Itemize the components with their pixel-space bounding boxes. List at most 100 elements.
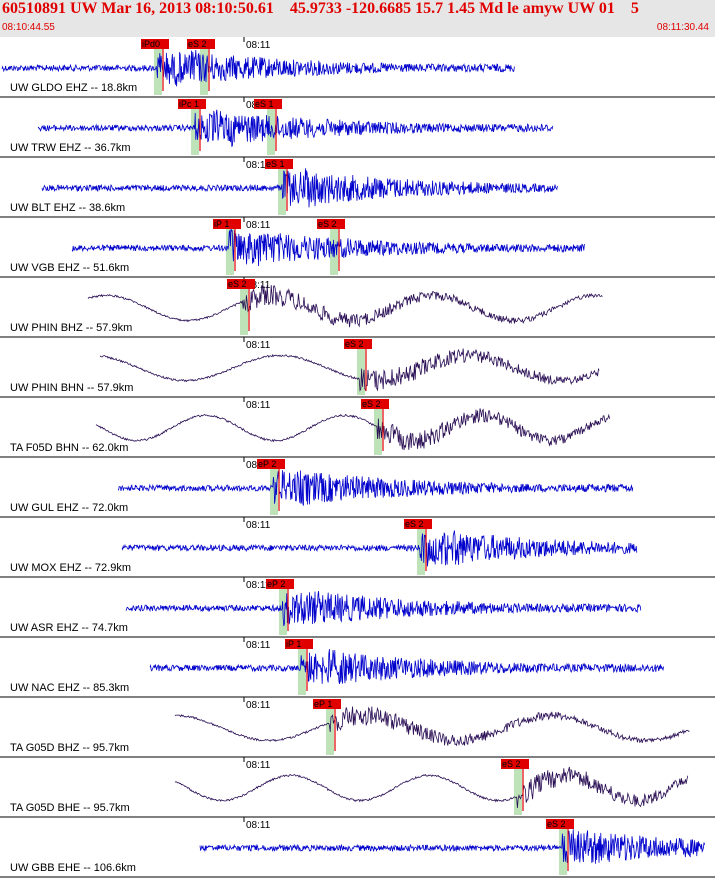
pick-label-box <box>317 219 345 229</box>
phase-pick[interactable]: eP 2 <box>257 459 285 511</box>
station-label: UW TRW EHZ -- 36.7km <box>10 142 131 154</box>
phase-pick[interactable]: iP 1 <box>213 219 241 271</box>
pick-window <box>514 765 522 815</box>
trace-row[interactable]: 08:11 iP 1 eS 2 UW VGB EHZ -- 51.6km <box>0 217 715 278</box>
trace-row[interactable]: 08:11 iP 1 UW NAC EHZ -- 85.3km <box>0 637 715 698</box>
pick-label: eS 1 <box>255 99 274 109</box>
pick-window <box>226 225 234 275</box>
pick-window <box>298 645 306 695</box>
minute-label: 08:11 <box>246 220 271 231</box>
station-label: UW NAC EHZ -- 85.3km <box>10 682 129 694</box>
pick-label-box <box>257 459 285 469</box>
waveform <box>199 829 705 864</box>
waveform <box>41 168 558 208</box>
station-label: UW GBB EHE -- 106.6km <box>10 862 136 874</box>
pick-label-box <box>285 639 313 649</box>
minute-label: 08:11 <box>246 280 271 291</box>
waveform <box>125 591 642 627</box>
pick-window <box>191 105 199 155</box>
phase-pick[interactable]: iPc 1 <box>178 99 206 151</box>
phase-pick[interactable]: iP 1 <box>285 639 313 691</box>
pick-window <box>240 285 248 335</box>
minute-label: 08:11 <box>246 400 271 411</box>
minute-label: 08:11 <box>246 340 271 351</box>
pick-label: iPd0 <box>142 39 160 49</box>
pick-label: eP 2 <box>258 459 276 469</box>
waveform <box>37 109 554 147</box>
phase-pick[interactable]: eS 2 <box>227 279 255 331</box>
pick-window <box>357 345 365 395</box>
waveform <box>87 285 603 328</box>
waveform <box>174 766 689 809</box>
pick-label: iP 1 <box>286 639 301 649</box>
minute-label: 08:11 <box>246 820 271 831</box>
pick-label: eS 2 <box>318 219 337 229</box>
pick-label-box <box>546 819 574 829</box>
minute-label: 08:11 <box>246 160 271 171</box>
minute-label: 08:11 <box>246 760 271 771</box>
station-label: UW BLT EHZ -- 38.6km <box>10 202 125 214</box>
station-label: UW PHIN BHZ -- 57.9km <box>10 322 132 334</box>
pick-label-box <box>227 279 255 289</box>
pick-label-box <box>213 219 241 229</box>
seismogram-panel[interactable]: 08:11 iPd0 eS 2 UW GLDO EHZ -- 18.8km 08:11 i… <box>0 37 715 878</box>
waveform <box>121 530 638 567</box>
waveform <box>95 408 610 451</box>
minute-label: 08:11 <box>246 580 271 591</box>
window-end-time: 08:11:30.44 <box>656 22 709 33</box>
pick-label-box <box>344 339 372 349</box>
phase-pick[interactable]: eS 2 <box>187 39 215 91</box>
trace-row[interactable]: 08:11iPc 1eS 1UW TRW EHZ -- 36.7km <box>0 97 715 158</box>
pick-label: eS 1 <box>266 159 285 169</box>
trace-row[interactable]: 08:11 eS 2 TA F05D BHN -- 62.0km <box>0 397 715 458</box>
pick-window <box>417 525 425 575</box>
pick-label-box <box>265 159 293 169</box>
pick-label: eS 2 <box>362 399 381 409</box>
phase-pick[interactable]: eS 2 <box>344 339 372 391</box>
pick-label: eS 2 <box>345 339 364 349</box>
phase-pick[interactable]: eS 2 <box>501 759 529 811</box>
phase-pick[interactable]: eP 2 <box>266 579 294 631</box>
pick-label-box <box>361 399 389 409</box>
station-label: TA F05D BHN -- 62.0km <box>10 442 128 454</box>
waveform <box>174 706 690 747</box>
waveform <box>1 49 515 87</box>
minute-label: 08:11 <box>246 520 271 531</box>
pick-label: eS 2 <box>502 759 521 769</box>
phase-pick[interactable]: eS 2 <box>404 519 432 571</box>
minute-label: 08:11 <box>246 40 271 51</box>
phase-pick[interactable]: iPd0 <box>141 39 169 91</box>
station-label: UW ASR EHZ -- 74.7km <box>10 622 128 634</box>
trace-row[interactable]: 08:11 eS 2 TA G05D BHE -- 95.7km <box>0 757 715 818</box>
trace-row[interactable]: 08:11 eS 2 UW PHIN BHN -- 57.9km <box>0 337 715 398</box>
waveform <box>71 228 585 267</box>
phase-pick[interactable]: eS 2 <box>361 399 389 451</box>
trace-row[interactable]: 08:11 eS 2 UW GBB EHE -- 106.6km <box>0 817 715 878</box>
phase-pick[interactable]: eS 1 <box>265 159 293 211</box>
phase-pick[interactable]: eS 1 <box>254 99 282 151</box>
phase-pick[interactable]: eS 2 <box>546 819 574 871</box>
pick-label-box <box>404 519 432 529</box>
trace-row[interactable]: 08:11 eS 2 UW MOX EHZ -- 72.9km <box>0 517 715 578</box>
event-header: 60510891 UW Mar 16, 2013 08:10:50.61 45.… <box>0 0 715 37</box>
waveform <box>149 649 664 685</box>
phase-pick[interactable]: eP 1 <box>313 699 341 751</box>
pick-label-box <box>266 579 294 589</box>
station-label: UW GLDO EHZ -- 18.8km <box>10 82 137 94</box>
trace-row[interactable]: 08:11 iPd0 eS 2 UW GLDO EHZ -- 18.8km <box>0 37 715 98</box>
event-title: 60510891 UW Mar 16, 2013 08:10:50.61 45.… <box>2 0 639 17</box>
waveform <box>117 470 634 506</box>
pick-label: eP 2 <box>267 579 285 589</box>
trace-row[interactable]: 08:11 eP 1 TA G05D BHZ -- 95.7km <box>0 697 715 758</box>
pick-label: eS 2 <box>547 819 566 829</box>
pick-label-box <box>254 99 282 109</box>
station-label: UW MOX EHZ -- 72.9km <box>10 562 131 574</box>
pick-label: eS 2 <box>228 279 247 289</box>
phase-pick[interactable]: eS 2 <box>317 219 345 271</box>
pick-label-box <box>313 699 341 709</box>
seismogram-canvas[interactable]: 08:11 iPd0 eS 2 UW GLDO EHZ -- 18.8km 08:11 i… <box>0 37 715 878</box>
